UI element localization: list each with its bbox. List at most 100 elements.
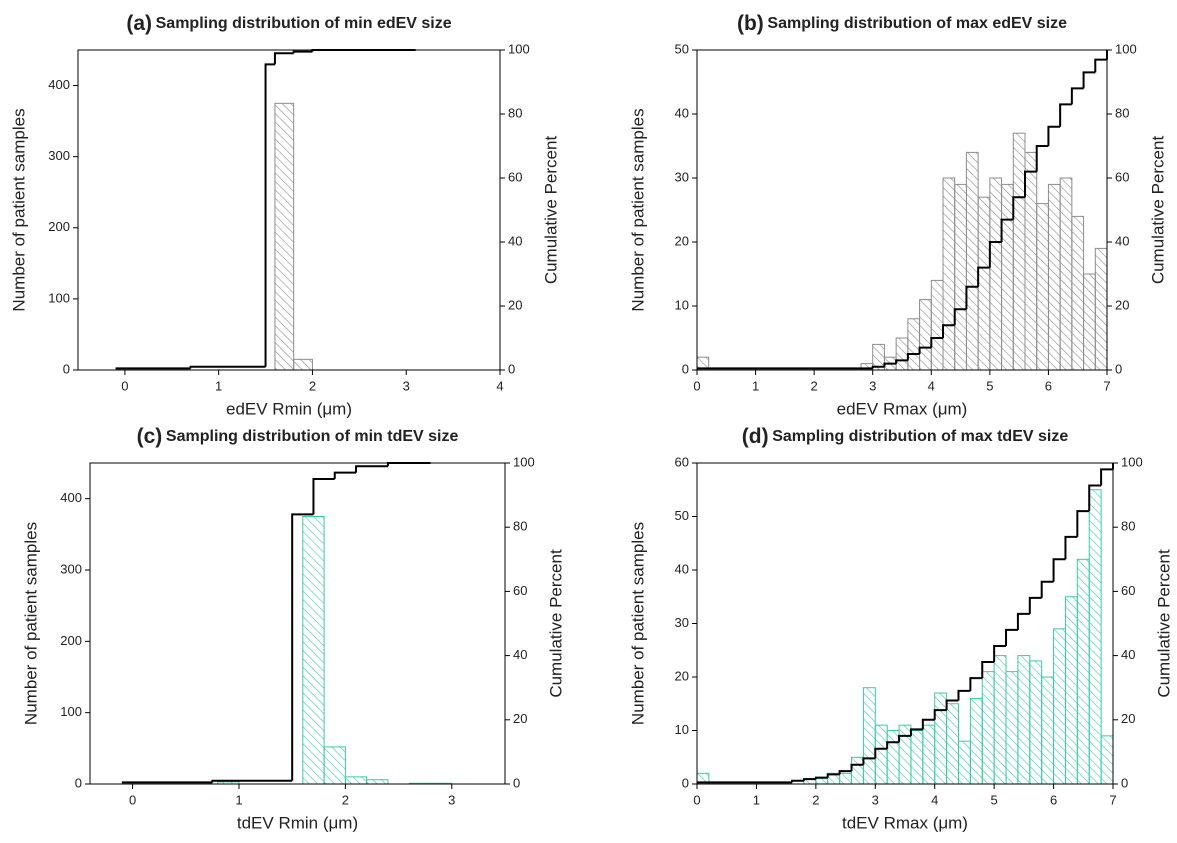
bar bbox=[1059, 177, 1073, 371]
plot-frame bbox=[696, 49, 1108, 371]
bar bbox=[874, 724, 888, 785]
cumulative-step bbox=[918, 346, 932, 354]
cumulative-step bbox=[883, 362, 897, 367]
cumulative-step bbox=[1040, 580, 1054, 598]
bar bbox=[942, 177, 956, 371]
x-tick-label: 0 bbox=[693, 792, 700, 807]
cumulative-step bbox=[1012, 196, 1025, 220]
cumulative-step bbox=[791, 779, 804, 783]
y2-tick-label: 60 bbox=[1115, 169, 1129, 184]
y-tick-label: 200 bbox=[48, 219, 70, 234]
cumulative-step bbox=[292, 50, 313, 54]
x-tick-label: 0 bbox=[693, 378, 700, 393]
x-tick-label: 0 bbox=[129, 792, 136, 807]
bar bbox=[981, 671, 995, 785]
y2-axis-label: Cumulative Percent bbox=[546, 549, 565, 698]
bar bbox=[1083, 273, 1096, 371]
y-tick-label: 200 bbox=[60, 633, 82, 648]
chart-title: (b) Sampling distribution of max edEV si… bbox=[737, 12, 1067, 35]
y2-tick-label: 100 bbox=[508, 41, 530, 56]
x-tick-label: 1 bbox=[753, 792, 760, 807]
bar bbox=[1088, 489, 1102, 785]
cumulative-step bbox=[814, 776, 828, 780]
bar bbox=[1017, 655, 1031, 785]
y-tick-label: 60 bbox=[675, 454, 689, 469]
y2-tick-label: 40 bbox=[1121, 647, 1135, 662]
cumulative-step bbox=[850, 763, 864, 772]
x-tick-label: 4 bbox=[928, 378, 935, 393]
bar bbox=[839, 772, 853, 785]
x-tick-label: 2 bbox=[309, 378, 316, 393]
bar bbox=[1076, 558, 1090, 785]
cumulative-step bbox=[1088, 484, 1102, 512]
y2-tick-label: 40 bbox=[508, 233, 522, 248]
bar bbox=[910, 730, 924, 785]
bar bbox=[1024, 151, 1038, 371]
bar bbox=[1047, 183, 1061, 371]
y-tick-label: 400 bbox=[48, 77, 70, 92]
y-tick-label: 0 bbox=[75, 775, 82, 790]
y-tick-label: 40 bbox=[675, 561, 689, 576]
x-axis-label: tdEV Rmin (μm) bbox=[237, 813, 358, 832]
x-tick-label: 5 bbox=[991, 792, 998, 807]
cumulative-step bbox=[898, 734, 911, 743]
bar bbox=[851, 756, 864, 785]
panel-label: (b) bbox=[737, 12, 764, 35]
panel-label: (a) bbox=[126, 12, 152, 35]
bar bbox=[1041, 676, 1055, 785]
title-text: Sampling distribution of min tdEV size bbox=[166, 428, 459, 445]
cumulative-step bbox=[1016, 612, 1030, 630]
cumulative-step bbox=[1035, 145, 1049, 172]
y-axis-label: Number of patient samples bbox=[9, 108, 28, 311]
bar bbox=[886, 730, 900, 785]
y-tick-label: 30 bbox=[675, 615, 689, 630]
y2-tick-label: 20 bbox=[1115, 297, 1129, 312]
x-axis-label: tdEV Rmax (μm) bbox=[842, 813, 968, 832]
plot-frame bbox=[89, 462, 506, 785]
cumulative-step bbox=[355, 465, 388, 473]
bar bbox=[989, 177, 1003, 371]
y-tick-label: 0 bbox=[682, 775, 689, 790]
cumulative-step bbox=[942, 324, 955, 338]
y2-tick-label: 80 bbox=[1115, 105, 1129, 120]
y2-tick-label: 40 bbox=[513, 647, 527, 662]
x-tick-label: 3 bbox=[872, 792, 879, 807]
y-tick-label: 300 bbox=[60, 561, 82, 576]
cumulative-step bbox=[988, 241, 1002, 268]
x-tick-label: 2 bbox=[812, 792, 819, 807]
cumulative-step bbox=[977, 266, 990, 287]
bar bbox=[957, 740, 971, 785]
y2-tick-label: 20 bbox=[508, 297, 522, 312]
bar bbox=[895, 337, 909, 371]
x-tick-label: 1 bbox=[215, 378, 222, 393]
bar bbox=[1071, 215, 1085, 371]
bar bbox=[969, 697, 983, 785]
cumulative-step bbox=[874, 747, 888, 759]
cumulative-step bbox=[906, 353, 920, 361]
bar bbox=[302, 516, 325, 785]
bar bbox=[366, 779, 389, 785]
bar bbox=[1053, 628, 1066, 785]
cumulative-step bbox=[264, 63, 275, 367]
cumulative-step bbox=[921, 718, 935, 730]
cumulative-step bbox=[312, 478, 335, 515]
bar bbox=[1064, 596, 1078, 785]
cumulative-step bbox=[826, 773, 840, 778]
y-axis-label: Number of patient samples bbox=[21, 522, 40, 725]
cumulative-step bbox=[886, 741, 900, 749]
y2-tick-label: 100 bbox=[513, 454, 535, 469]
bar bbox=[815, 778, 829, 785]
y2-tick-label: 20 bbox=[1121, 711, 1135, 726]
bar bbox=[919, 299, 932, 371]
y2-tick-label: 80 bbox=[513, 519, 527, 534]
cumulative-step bbox=[802, 778, 816, 781]
y2-tick-label: 0 bbox=[1121, 775, 1128, 790]
panel-label: (d) bbox=[742, 425, 769, 448]
y2-tick-label: 80 bbox=[1121, 519, 1135, 534]
cumulative-step bbox=[1024, 170, 1037, 198]
x-tick-label: 1 bbox=[235, 792, 242, 807]
cumulative-step bbox=[1076, 510, 1090, 537]
x-axis-label: edEV Rmin (μm) bbox=[226, 399, 352, 418]
y2-tick-label: 40 bbox=[1115, 233, 1129, 248]
